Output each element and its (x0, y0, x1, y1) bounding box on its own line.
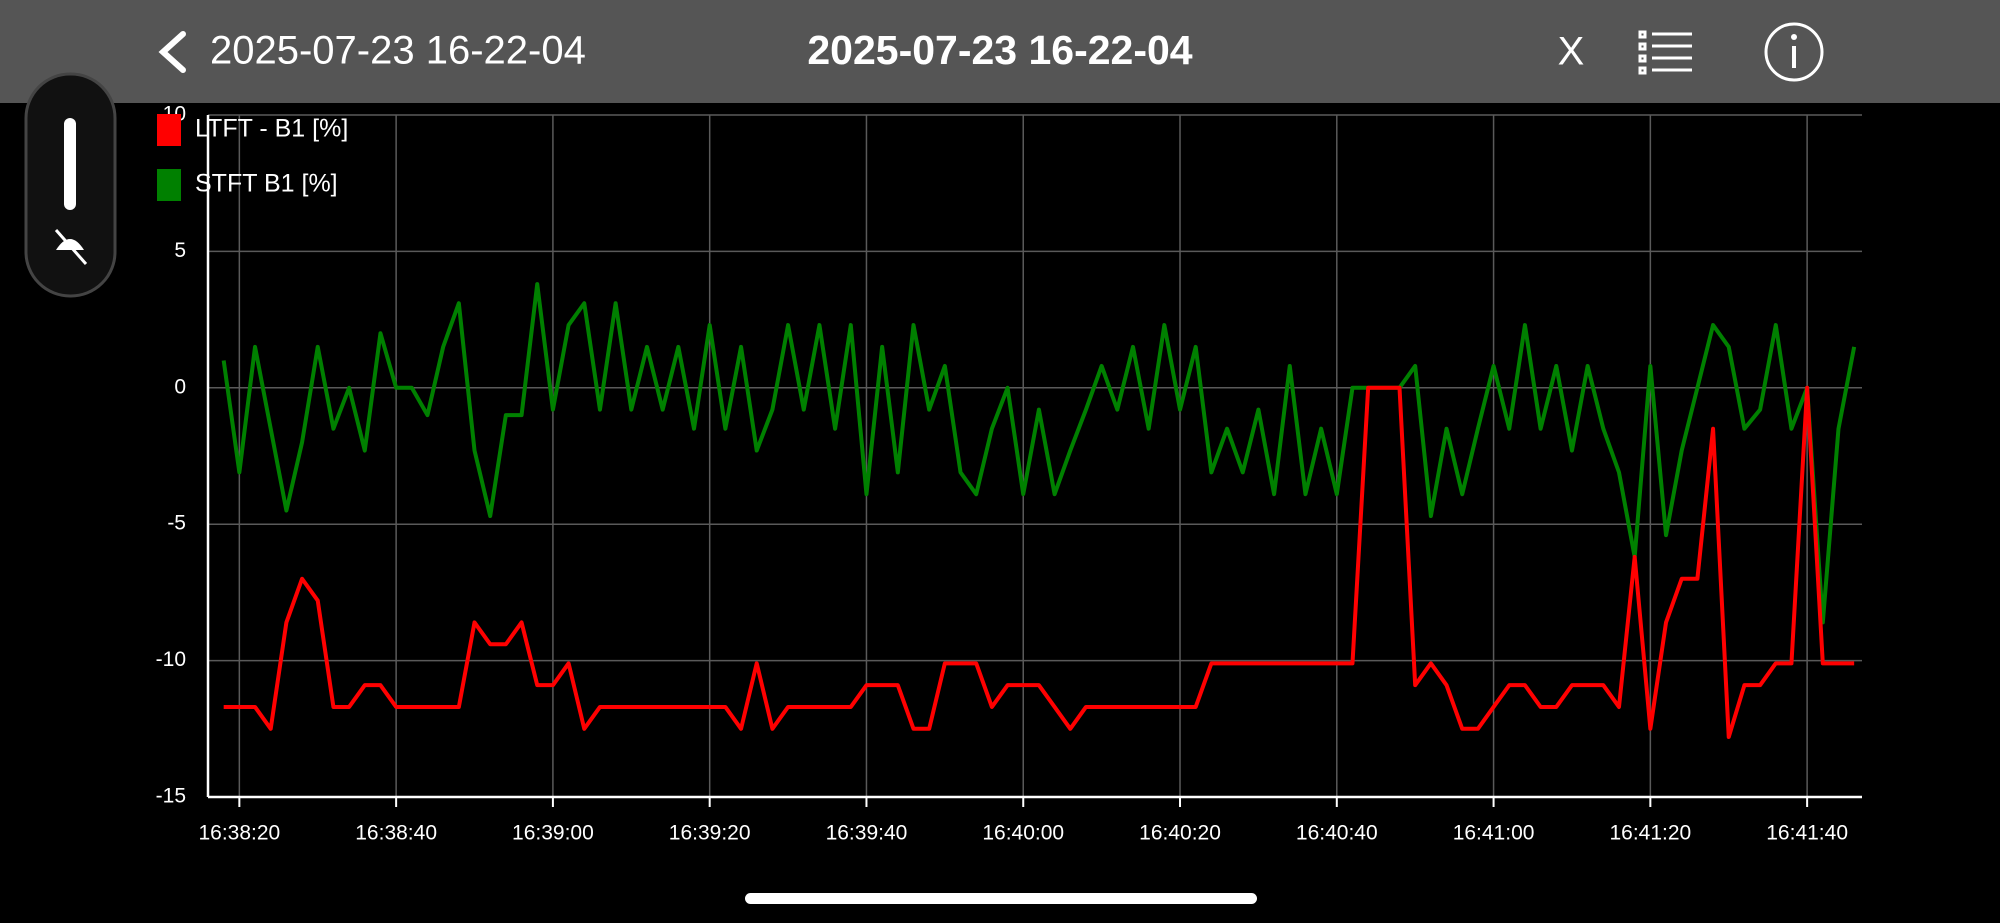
x-tick-label: 16:39:40 (826, 822, 908, 845)
info-button[interactable] (1764, 22, 1824, 82)
x-tick-label: 16:39:20 (669, 822, 751, 845)
volume-pill (24, 72, 117, 298)
x-tick-label: 16:41:00 (1453, 822, 1535, 845)
home-indicator[interactable] (745, 893, 1257, 904)
x-tick-label: 16:41:40 (1766, 822, 1848, 845)
close-button[interactable]: X (1558, 30, 1585, 74)
back-button[interactable] (158, 31, 186, 73)
y-tick-label: 5 (174, 239, 186, 262)
y-tick-label: 0 (174, 375, 186, 398)
center-title: 2025-07-23 16-22-04 (807, 27, 1192, 73)
legend-swatch (157, 169, 181, 201)
y-tick-label: -5 (167, 512, 186, 535)
x-tick-label: 16:39:00 (512, 822, 594, 845)
x-tick-label: 16:40:00 (982, 822, 1064, 845)
legend-label: LTFT - B1 [%] (195, 115, 348, 143)
back-title[interactable]: 2025-07-23 16-22-04 (210, 29, 586, 73)
legend-swatch (157, 114, 181, 146)
series-line (221, 282, 1857, 625)
x-tick-label: 16:38:20 (198, 822, 280, 845)
header-bar (0, 0, 2000, 103)
legend-label: STFT B1 [%] (195, 170, 338, 198)
plot: -15-10-5051016:38:2016:38:4016:39:0016:3… (156, 103, 1862, 845)
list-button[interactable] (1638, 30, 1692, 75)
x-tick-label: 16:40:40 (1296, 822, 1378, 845)
x-tick-label: 16:38:40 (355, 822, 437, 845)
y-tick-label: -10 (156, 648, 186, 671)
series-line (223, 385, 1855, 739)
x-tick-label: 16:40:20 (1139, 822, 1221, 845)
x-tick-label: 16:41:20 (1609, 822, 1691, 845)
y-tick-label: -15 (156, 785, 186, 808)
